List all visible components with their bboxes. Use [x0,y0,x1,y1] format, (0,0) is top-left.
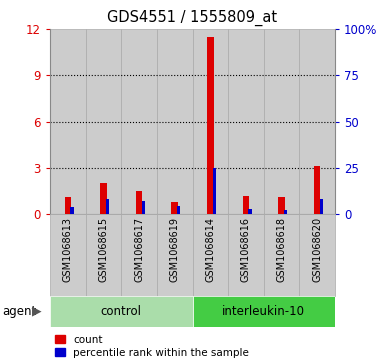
FancyBboxPatch shape [157,214,192,296]
Bar [278,197,285,214]
FancyBboxPatch shape [85,214,121,296]
Text: GSM1068616: GSM1068616 [241,217,251,282]
FancyBboxPatch shape [192,214,228,296]
Bar [50,29,85,214]
FancyBboxPatch shape [264,214,300,296]
Text: GSM1068620: GSM1068620 [312,217,322,282]
Bar [207,37,214,214]
Bar [192,296,335,327]
Legend: count, percentile rank within the sample: count, percentile rank within the sample [55,335,249,358]
Bar [284,209,287,214]
Bar [65,197,71,214]
Bar [171,202,178,214]
Title: GDS4551 / 1555809_at: GDS4551 / 1555809_at [107,10,278,26]
FancyBboxPatch shape [50,214,85,296]
Bar [264,29,300,214]
Text: agent: agent [2,305,36,318]
Bar [300,29,335,214]
Bar [320,199,323,214]
Bar [177,206,181,214]
Bar [121,29,157,214]
Text: GSM1068615: GSM1068615 [99,217,109,282]
Bar [100,183,107,214]
Text: GSM1068617: GSM1068617 [134,217,144,282]
Text: control: control [101,305,142,318]
FancyBboxPatch shape [228,214,264,296]
Bar [248,209,252,214]
Bar [50,296,192,327]
Text: GSM1068613: GSM1068613 [63,217,73,282]
Text: interleukin-10: interleukin-10 [222,305,305,318]
Bar [243,196,249,214]
Bar [85,29,121,214]
Bar [136,191,142,214]
Bar [70,207,74,214]
Bar [192,29,228,214]
Bar [314,166,320,214]
Text: ▶: ▶ [32,305,41,318]
Bar [228,29,264,214]
Bar [157,29,192,214]
Text: GSM1068614: GSM1068614 [205,217,215,282]
Bar [142,201,145,214]
Text: GSM1068619: GSM1068619 [170,217,180,282]
Bar [106,199,109,214]
Bar [213,168,216,214]
FancyBboxPatch shape [121,214,157,296]
Text: GSM1068618: GSM1068618 [276,217,286,282]
FancyBboxPatch shape [300,214,335,296]
